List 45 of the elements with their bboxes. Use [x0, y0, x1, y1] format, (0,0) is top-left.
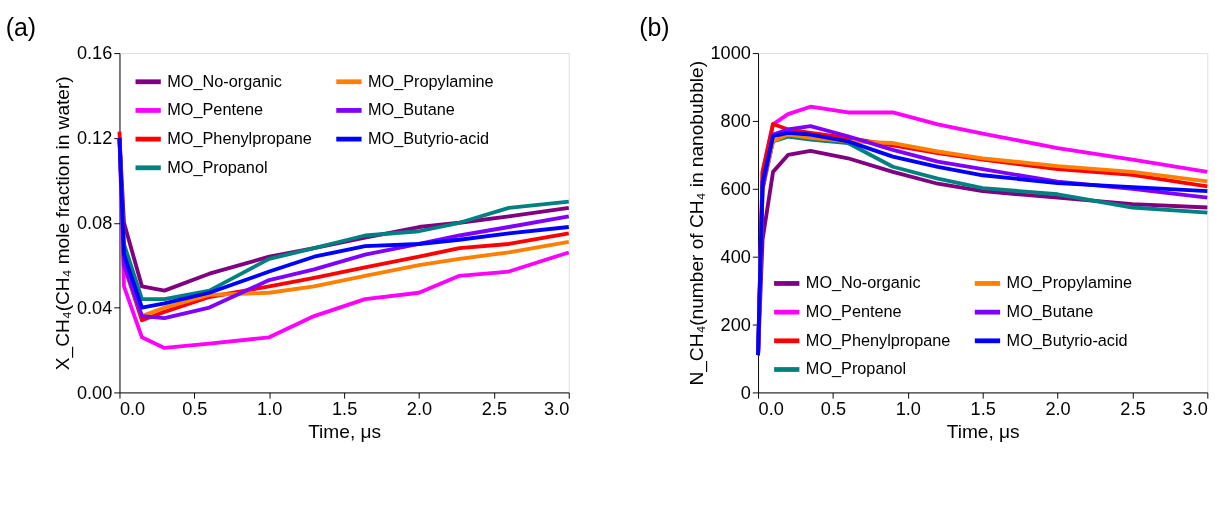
- y-tick-label: 800: [720, 111, 751, 132]
- y-axis-title: N_CH₄(number of CH₄ in nanobubble): [685, 60, 708, 386]
- legend-label: MO_Butyrio-acid: [368, 128, 490, 148]
- y-axis-title: X_CH₄(CH₄ mole fraction in water): [52, 76, 75, 371]
- y-tick-label: 0.16: [76, 43, 113, 64]
- x-tick-label: 1.0: [257, 398, 283, 419]
- x-tick-label: 3.0: [544, 398, 570, 419]
- x-tick-label: 0.5: [820, 398, 847, 419]
- x-axis-title: Time, μs: [946, 420, 1020, 442]
- chart-title: (b): [639, 13, 670, 41]
- x-tick-label: 0.0: [758, 398, 784, 419]
- legend-label: MO_Propanol: [167, 157, 268, 177]
- legend-label: MO_No-organic: [167, 71, 282, 91]
- x-tick-label: 2.0: [406, 398, 433, 419]
- legend-label: MO_Phenylpropane: [805, 330, 951, 350]
- legend-label: MO_Butane: [1006, 301, 1094, 321]
- legend-label: MO_Propylamine: [368, 71, 494, 91]
- y-tick-label: 0.04: [76, 297, 113, 318]
- x-tick-label: 0.0: [119, 398, 146, 419]
- y-tick-label: 1000: [710, 43, 751, 64]
- x-tick-label: 0.5: [182, 398, 208, 419]
- y-tick-label: 200: [720, 314, 751, 335]
- legend-label: MO_Phenylpropane: [167, 128, 312, 148]
- legend-label: MO_Butyrio-acid: [1006, 330, 1128, 350]
- legend-label: MO_Propanol: [805, 359, 907, 379]
- legend-label: MO_No-organic: [805, 273, 921, 293]
- y-tick-label: 600: [720, 179, 751, 200]
- y-tick-label: 0.08: [76, 212, 113, 233]
- y-tick-label: 0.12: [76, 128, 113, 149]
- legend-label: MO_Propylamine: [1006, 273, 1133, 293]
- y-tick-label: 0: [740, 382, 751, 403]
- legend-label: MO_Pentene: [167, 100, 264, 120]
- x-tick-label: 2.5: [1120, 398, 1146, 419]
- x-tick-label: 3.0: [1182, 398, 1208, 419]
- x-axis-title: Time, μs: [308, 420, 382, 442]
- x-tick-label: 2.5: [481, 398, 508, 419]
- y-tick-label: 0.00: [76, 382, 113, 403]
- x-tick-label: 2.0: [1045, 398, 1071, 419]
- x-tick-label: 1.5: [970, 398, 996, 419]
- chart-title: (a): [5, 13, 37, 41]
- legend-label: MO_Pentene: [805, 301, 902, 321]
- legend-label: MO_Butane: [368, 100, 455, 120]
- x-tick-label: 1.0: [895, 398, 921, 419]
- y-tick-label: 400: [720, 246, 751, 267]
- x-tick-label: 1.5: [331, 398, 358, 419]
